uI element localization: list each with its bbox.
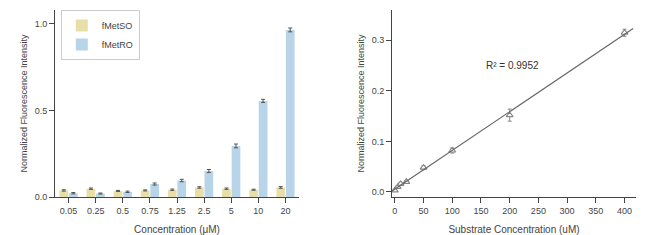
svg-text:0.05: 0.05 — [60, 206, 78, 216]
svg-text:0.75: 0.75 — [141, 206, 159, 216]
svg-text:150: 150 — [473, 206, 488, 216]
svg-text:Normalized Fluorescence Intens: Normalized Fluorescence Intensity — [356, 34, 366, 173]
svg-text:350: 350 — [588, 206, 603, 216]
svg-text:250: 250 — [531, 206, 546, 216]
svg-text:400: 400 — [617, 206, 632, 216]
svg-text:R² = 0.9952: R² = 0.9952 — [486, 60, 539, 71]
svg-text:100: 100 — [445, 206, 460, 216]
svg-text:0.5: 0.5 — [117, 206, 130, 216]
svg-text:0.0: 0.0 — [372, 187, 385, 197]
svg-text:300: 300 — [560, 206, 575, 216]
svg-text:fMetSO: fMetSO — [102, 21, 133, 31]
svg-text:200: 200 — [502, 206, 517, 216]
svg-text:50: 50 — [419, 206, 429, 216]
svg-text:fMetRO: fMetRO — [102, 40, 133, 50]
svg-text:10: 10 — [253, 206, 263, 216]
svg-text:Substrate Concentration (uM): Substrate Concentration (uM) — [448, 224, 579, 235]
svg-text:0.25: 0.25 — [87, 206, 105, 216]
svg-text:0.3: 0.3 — [372, 35, 385, 45]
svg-text:1.25: 1.25 — [168, 206, 186, 216]
svg-text:0.1: 0.1 — [372, 137, 385, 147]
svg-text:2.5: 2.5 — [198, 206, 211, 216]
svg-text:Concentration (μM): Concentration (μM) — [134, 224, 220, 235]
svg-text:0.2: 0.2 — [372, 86, 385, 96]
svg-text:1.0: 1.0 — [35, 19, 48, 29]
svg-text:5: 5 — [229, 206, 234, 216]
svg-text:20: 20 — [280, 206, 290, 216]
svg-text:0.0: 0.0 — [35, 192, 48, 202]
svg-text:0.5: 0.5 — [35, 106, 48, 116]
svg-text:Normalized Fluorescence Intens: Normalized Fluorescence Intensity — [19, 34, 29, 173]
svg-text:0: 0 — [392, 206, 397, 216]
